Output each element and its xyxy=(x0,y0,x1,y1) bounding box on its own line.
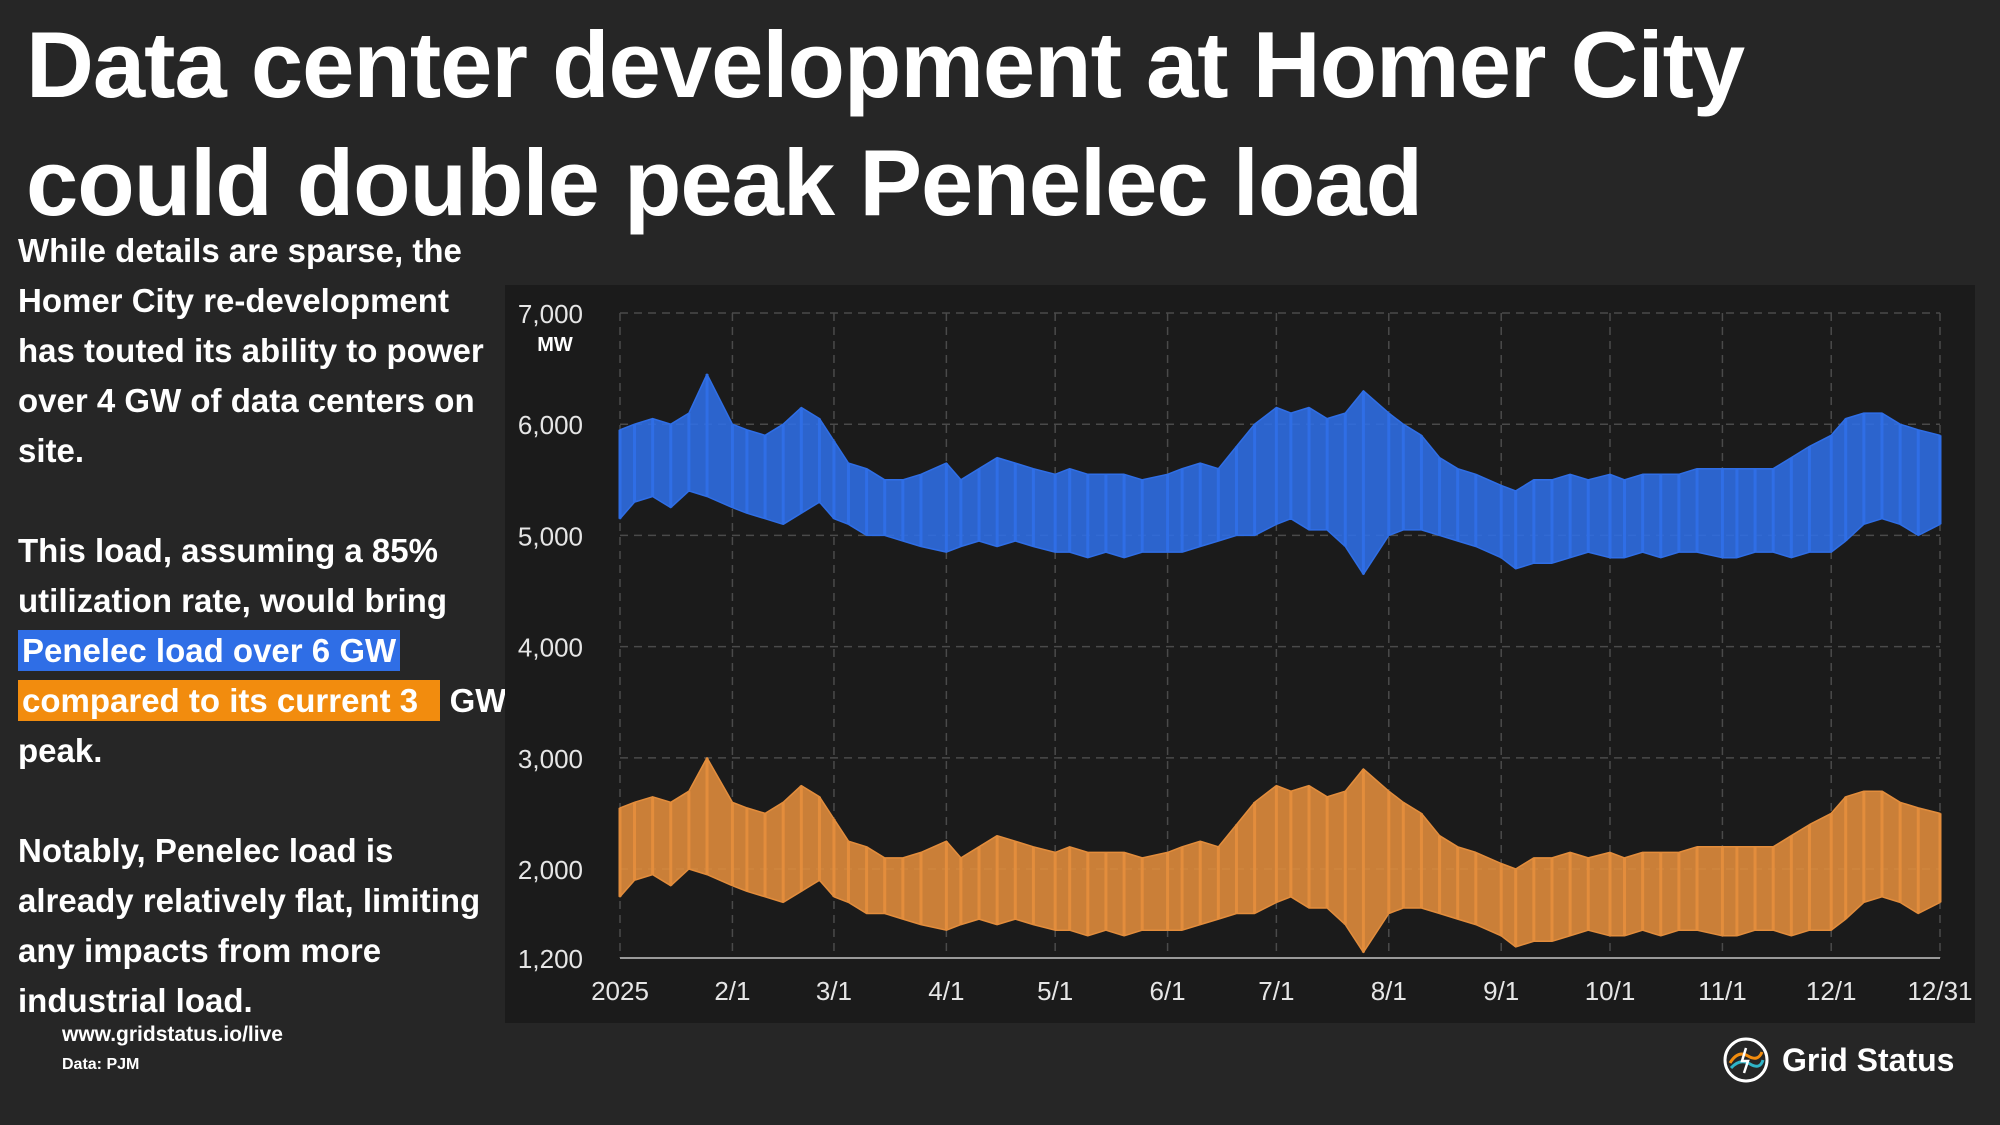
y-tick-label: 4,000 xyxy=(518,633,583,663)
y-tick-label: 6,000 xyxy=(518,410,583,440)
paragraph-1: While details are sparse, the Homer City… xyxy=(18,232,484,469)
brand: Grid Status xyxy=(1722,1036,1954,1084)
title-line-2: could double peak Penelec load xyxy=(26,130,1423,235)
title-line-1: Data center development at Homer City xyxy=(26,12,1745,117)
page-title: Data center development at Homer City co… xyxy=(26,6,1986,242)
grid-status-logo-icon xyxy=(1723,1037,1769,1083)
x-tick-label: 3/1 xyxy=(816,976,852,1006)
load-chart: 7,000 6,000 5,000 4,000 3,000 2,000 1,200 MW 202… xyxy=(505,285,1975,1028)
footer-data-source: Data: PJM xyxy=(62,1056,140,1073)
x-tick-label: 9/1 xyxy=(1483,976,1519,1006)
x-tick-label: 12/1 xyxy=(1806,976,1857,1006)
highlight-blue: Penelec load over 6 GW xyxy=(18,630,401,671)
load-chart-svg: 7,000 6,000 5,000 4,000 3,000 2,000 1,200 MW 202… xyxy=(505,285,1975,1023)
y-tick-label: 7,000 xyxy=(518,299,583,329)
x-tick-label: 7/1 xyxy=(1258,976,1294,1006)
y-axis-label: MW xyxy=(537,334,573,356)
y-tick-label: 1,200 xyxy=(518,944,583,974)
paragraph-2: This load, assuming a 85% utilization ra… xyxy=(18,526,508,776)
paragraph-3: Notably, Penelec load is already relativ… xyxy=(18,832,481,1019)
paragraph-2-tail: GW peak. xyxy=(18,682,507,769)
highlight-orange: compared to its current 3 xyxy=(18,680,441,721)
y-tick-label: 5,000 xyxy=(518,521,583,551)
x-tick-label: 11/1 xyxy=(1698,976,1747,1006)
x-tick-label: 12/31 xyxy=(1907,976,1972,1006)
x-tick-label: 2025 xyxy=(591,976,649,1006)
x-tick-label: 8/1 xyxy=(1371,976,1407,1006)
brand-name: Grid Status xyxy=(1782,1041,1955,1078)
x-tick-label: 6/1 xyxy=(1150,976,1186,1006)
x-tick-label: 5/1 xyxy=(1037,976,1073,1006)
x-tick-label: 10/1 xyxy=(1585,976,1636,1006)
commentary-text: While details are sparse, the Homer City… xyxy=(18,226,508,1076)
x-tick-label: 2/1 xyxy=(714,976,750,1006)
footer-url: www.gridstatus.io/live xyxy=(62,1023,283,1046)
paragraph-2-lead: This load, assuming a 85% utilization ra… xyxy=(18,532,447,619)
axes: 7,000 6,000 5,000 4,000 3,000 2,000 1,200 MW 202… xyxy=(518,299,1973,1006)
y-tick-label: 2,000 xyxy=(518,855,583,885)
y-tick-label: 3,000 xyxy=(518,744,583,774)
series-layer xyxy=(618,373,1942,954)
x-tick-label: 4/1 xyxy=(928,976,964,1006)
